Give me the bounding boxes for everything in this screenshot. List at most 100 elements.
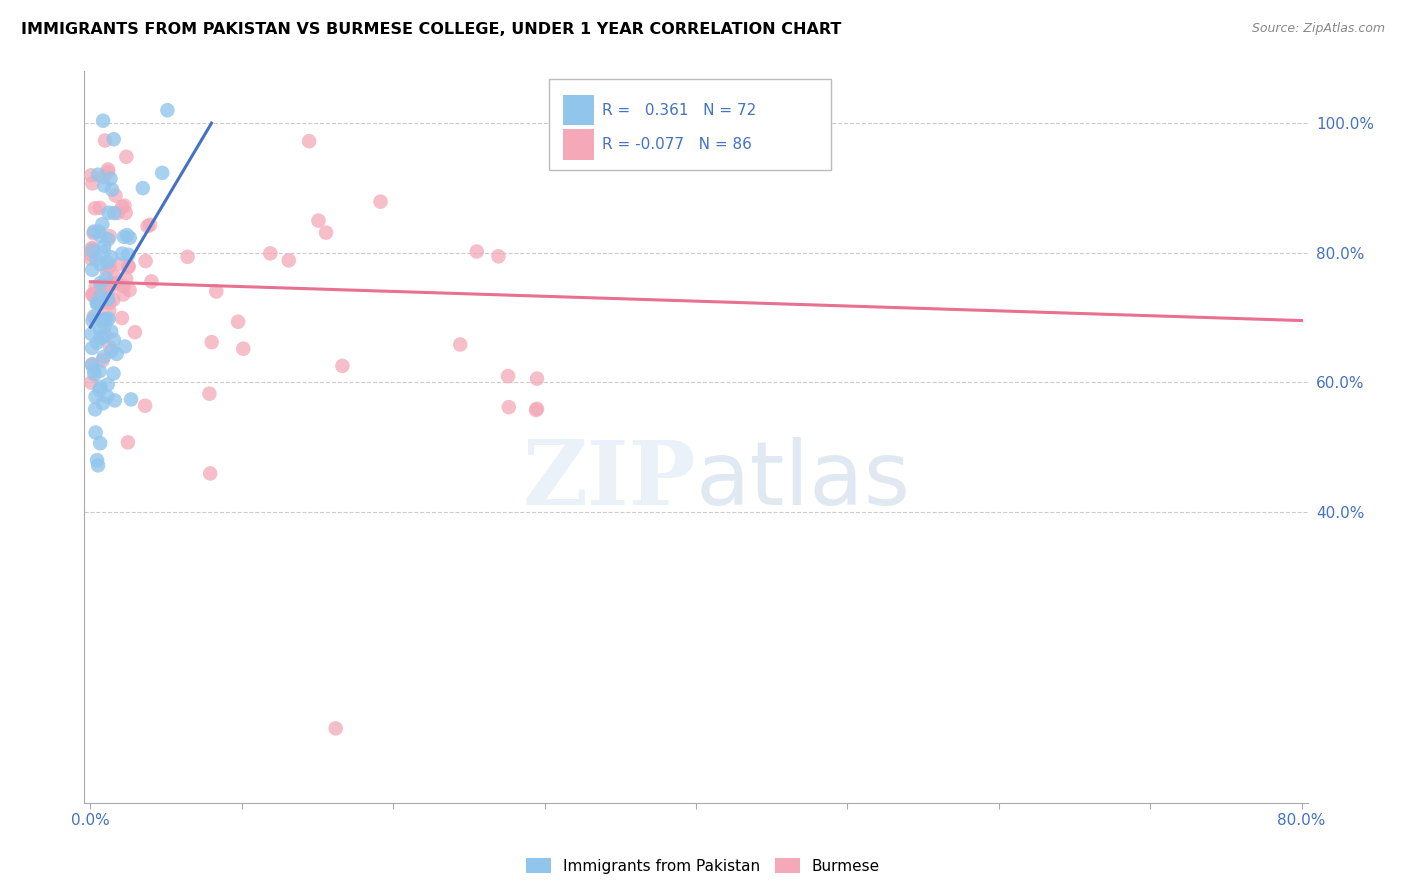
Point (82, 314, 104, 328)
Point (87, 224, 110, 238)
Point (83, 225, 105, 239)
Point (89, 364, 111, 378)
Point (104, 277, 127, 291)
Point (100, 343, 122, 358)
Point (524, 403, 547, 417)
Point (118, 231, 141, 245)
Point (93, 319, 115, 334)
Point (498, 400, 520, 414)
Point (97, 284, 120, 298)
Point (89, 276, 111, 290)
Point (205, 285, 228, 299)
Point (136, 219, 159, 234)
Point (114, 206, 136, 220)
Point (111, 200, 134, 214)
Text: R = -0.077   N = 86: R = -0.077 N = 86 (602, 137, 752, 152)
Point (96, 263, 118, 277)
Point (465, 244, 488, 259)
Point (307, 213, 329, 227)
Point (107, 206, 129, 220)
Point (80, 358, 103, 372)
Point (488, 249, 510, 263)
Point (90, 331, 112, 345)
Point (101, 183, 124, 197)
Point (135, 254, 157, 268)
Point (82, 242, 104, 256)
Point (93, 239, 115, 253)
Text: 0.0%: 0.0% (72, 813, 110, 828)
Point (83, 363, 105, 377)
Point (111, 310, 134, 325)
Point (97, 165, 120, 179)
Point (87, 168, 110, 182)
Point (86, 335, 108, 350)
Point (86, 296, 108, 310)
Point (103, 333, 125, 347)
Point (93, 170, 115, 185)
Point (94, 328, 117, 343)
Point (93, 281, 115, 295)
Point (98, 303, 121, 318)
Point (325, 722, 347, 736)
Point (89, 436, 111, 450)
Point (93, 350, 115, 364)
Point (117, 259, 139, 273)
Point (115, 228, 138, 243)
Point (93, 178, 115, 193)
Point (82, 262, 104, 277)
Point (83, 368, 105, 382)
Point (89, 201, 111, 215)
Point (198, 386, 221, 401)
Point (97, 377, 120, 392)
Point (82, 244, 104, 258)
Point (105, 347, 128, 361)
Point (91, 396, 114, 410)
Point (134, 399, 156, 413)
Point (84, 309, 107, 323)
Point (526, 401, 548, 416)
Point (111, 246, 134, 260)
Point (87, 458, 110, 473)
Point (117, 248, 139, 262)
Point (298, 134, 321, 148)
Point (91, 353, 114, 368)
Point (115, 150, 138, 164)
Point (100, 171, 122, 186)
Point (86, 295, 108, 310)
Point (84, 201, 107, 215)
Point (90, 279, 112, 293)
Point (96, 389, 118, 403)
Point (98, 229, 121, 244)
Point (104, 188, 127, 202)
Point (156, 103, 179, 118)
Point (100, 324, 122, 338)
Point (83, 226, 105, 240)
Point (232, 342, 254, 356)
Point (115, 272, 138, 286)
FancyBboxPatch shape (562, 129, 595, 160)
Text: Source: ZipAtlas.com: Source: ZipAtlas.com (1251, 22, 1385, 36)
Point (89, 323, 111, 337)
Point (496, 369, 519, 384)
Point (103, 293, 125, 307)
Point (107, 277, 129, 291)
Point (526, 371, 548, 385)
Point (449, 337, 471, 351)
Point (94, 312, 117, 326)
Point (112, 287, 135, 301)
Point (98, 295, 121, 310)
Point (370, 194, 392, 209)
Point (84, 280, 107, 294)
Point (82, 341, 104, 355)
Point (89, 287, 111, 301)
Point (89, 257, 111, 271)
Point (226, 315, 249, 329)
Point (80, 376, 103, 390)
Point (89, 383, 111, 397)
Point (97, 255, 120, 269)
Point (82, 286, 104, 301)
Point (90, 380, 112, 394)
Text: atlas: atlas (696, 437, 911, 524)
Point (277, 253, 299, 268)
Point (120, 392, 142, 407)
